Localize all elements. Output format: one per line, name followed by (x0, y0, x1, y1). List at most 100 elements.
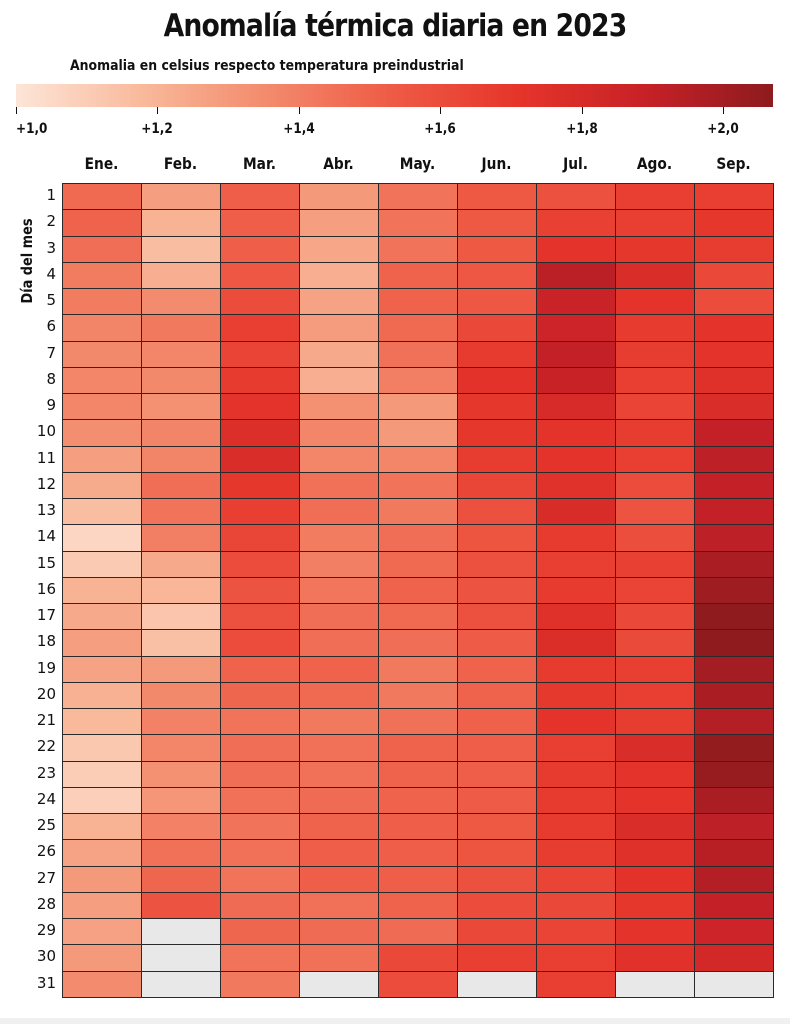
heatmap-cell (141, 183, 221, 210)
heatmap-cell (378, 236, 458, 263)
heatmap-cell (220, 787, 300, 814)
heatmap-cell (615, 892, 695, 919)
color-scale-tick (299, 107, 300, 114)
heatmap-cell (694, 472, 774, 499)
heatmap-cell (457, 446, 537, 473)
heatmap-cell (378, 577, 458, 604)
heatmap-cell (62, 498, 142, 525)
heatmap-cell (220, 813, 300, 840)
heatmap-cell (378, 866, 458, 893)
heatmap-cell (457, 341, 537, 368)
heatmap-cell (615, 183, 695, 210)
day-label: 8 (46, 369, 56, 388)
heatmap-cell (694, 577, 774, 604)
heatmap-cell (694, 866, 774, 893)
heatmap-cell (62, 761, 142, 788)
heatmap-cell (378, 629, 458, 657)
heatmap-cell (457, 603, 537, 630)
heatmap-cell (694, 551, 774, 578)
heatmap-cell (536, 498, 616, 525)
heatmap-cell (220, 866, 300, 893)
heatmap-cell (536, 944, 616, 972)
heatmap-cell (141, 682, 221, 709)
heatmap-cell (457, 183, 537, 210)
day-label: 4 (46, 264, 56, 283)
heatmap-cell (615, 236, 695, 263)
heatmap-cell (615, 787, 695, 814)
heatmap-cell (220, 288, 300, 315)
heatmap-cell (536, 682, 616, 709)
heatmap-cell (220, 209, 300, 237)
heatmap-cell (457, 813, 537, 840)
heatmap-cell (457, 892, 537, 919)
day-label: 29 (36, 921, 56, 939)
heatmap-cell (141, 393, 221, 420)
heatmap-cell (536, 629, 616, 657)
heatmap-cell (220, 551, 300, 578)
heatmap-cell (62, 839, 142, 867)
month-header: Ago. (636, 154, 673, 173)
heatmap-cell (694, 209, 774, 237)
heatmap-cell (378, 682, 458, 709)
heatmap-cell (615, 761, 695, 788)
day-label: 17 (36, 606, 56, 624)
heatmap-cell (457, 839, 537, 867)
color-scale-tick-label: +1,6 (424, 121, 456, 137)
heatmap-cell (141, 971, 221, 998)
heatmap-cell (457, 866, 537, 893)
heatmap-cell (378, 183, 458, 210)
heatmap-cell (536, 209, 616, 237)
day-label: 26 (36, 842, 56, 861)
heatmap-cell (220, 761, 300, 788)
heatmap-cell (378, 472, 458, 499)
heatmap-cell (62, 472, 142, 499)
heatmap-cell (694, 839, 774, 867)
heatmap-cell (141, 944, 221, 972)
heatmap-cell (694, 419, 774, 447)
heatmap-cell (536, 524, 616, 552)
heatmap-cell (694, 971, 774, 998)
heatmap-cell (536, 603, 616, 630)
heatmap-cell (141, 524, 221, 552)
day-label: 18 (36, 632, 56, 651)
heatmap-cell (457, 944, 537, 972)
heatmap-cell (220, 971, 300, 998)
heatmap-cell (694, 682, 774, 709)
heatmap-cell (536, 892, 616, 919)
heatmap-cell (141, 419, 221, 447)
heatmap-cell (62, 971, 142, 998)
heatmap-cell (141, 708, 221, 735)
heatmap-cell (378, 656, 458, 683)
heatmap-cell (299, 551, 379, 578)
heatmap-cell (62, 367, 142, 394)
heatmap-cell (299, 944, 379, 972)
color-scale-bar (16, 84, 773, 107)
heatmap-cell (220, 918, 300, 945)
heatmap-cell (62, 262, 142, 289)
heatmap-cell (299, 656, 379, 683)
heatmap-cell (220, 472, 300, 499)
heatmap-cell (615, 446, 695, 473)
bottom-strip (0, 1018, 790, 1024)
heatmap-cell (299, 341, 379, 368)
day-label: 2 (46, 212, 56, 231)
color-scale-tick-label: +1,4 (283, 121, 315, 137)
heatmap-cell (536, 393, 616, 420)
heatmap-cell (141, 629, 221, 657)
heatmap-cell (299, 367, 379, 394)
heatmap-cell (536, 971, 616, 998)
heatmap-cell (615, 918, 695, 945)
heatmap-cell (378, 314, 458, 342)
heatmap-cell (694, 393, 774, 420)
heatmap-cell (694, 367, 774, 394)
heatmap-cell (299, 183, 379, 210)
heatmap-cell (378, 367, 458, 394)
heatmap-cell (378, 288, 458, 315)
heatmap-cell (615, 367, 695, 394)
heatmap-cell (615, 682, 695, 709)
heatmap-cell (141, 551, 221, 578)
heatmap-cell (536, 419, 616, 447)
heatmap-cell (220, 682, 300, 709)
heatmap-cell (457, 236, 537, 263)
heatmap-cell (536, 839, 616, 867)
